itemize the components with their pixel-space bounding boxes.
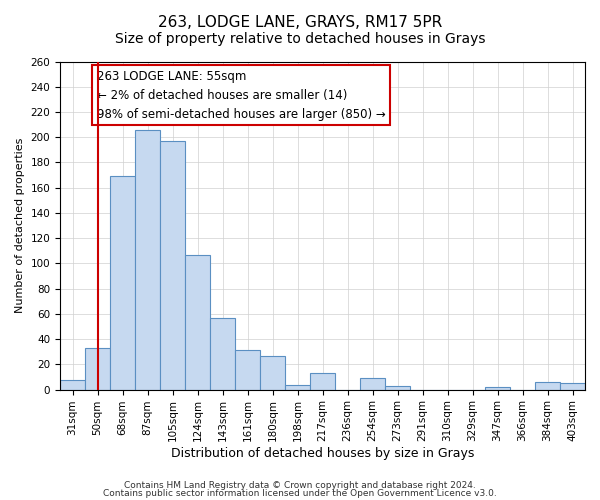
Bar — [260, 356, 285, 390]
Bar — [85, 348, 110, 390]
Text: 263, LODGE LANE, GRAYS, RM17 5PR: 263, LODGE LANE, GRAYS, RM17 5PR — [158, 15, 442, 30]
Bar — [535, 382, 560, 390]
Text: Contains public sector information licensed under the Open Government Licence v3: Contains public sector information licen… — [103, 489, 497, 498]
Bar — [160, 141, 185, 390]
Text: Contains HM Land Registry data © Crown copyright and database right 2024.: Contains HM Land Registry data © Crown c… — [124, 480, 476, 490]
Bar — [135, 130, 160, 390]
Bar — [110, 176, 135, 390]
Bar — [60, 380, 85, 390]
Bar — [235, 350, 260, 390]
Bar — [185, 254, 210, 390]
Bar — [360, 378, 385, 390]
Bar — [310, 373, 335, 390]
X-axis label: Distribution of detached houses by size in Grays: Distribution of detached houses by size … — [171, 447, 474, 460]
Y-axis label: Number of detached properties: Number of detached properties — [15, 138, 25, 313]
Bar — [485, 387, 510, 390]
Bar — [560, 384, 585, 390]
Bar — [285, 384, 310, 390]
Text: 263 LODGE LANE: 55sqm
← 2% of detached houses are smaller (14)
98% of semi-detac: 263 LODGE LANE: 55sqm ← 2% of detached h… — [97, 70, 386, 120]
Bar — [210, 318, 235, 390]
Text: Size of property relative to detached houses in Grays: Size of property relative to detached ho… — [115, 32, 485, 46]
Bar — [385, 386, 410, 390]
